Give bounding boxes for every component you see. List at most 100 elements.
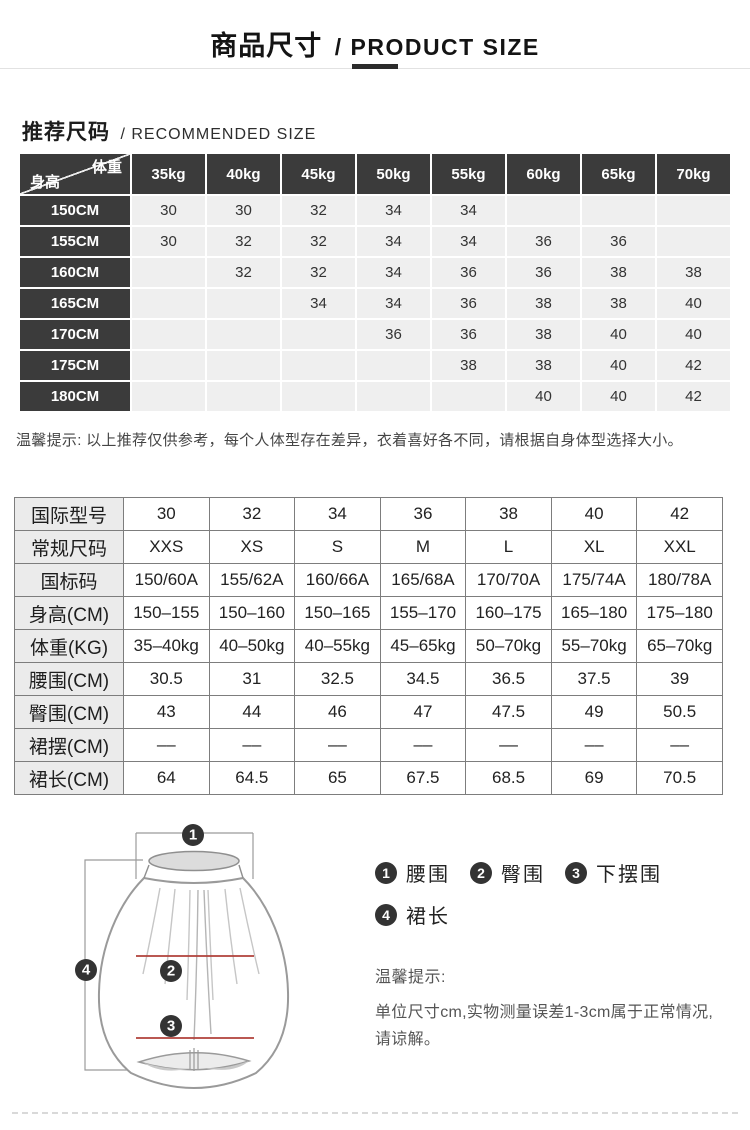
legend-badge-1-icon: 1: [375, 861, 397, 884]
legend-item: 4 裙长: [375, 900, 450, 929]
legend-label: 裙长: [406, 906, 450, 928]
skirt-body: [97, 876, 290, 1089]
size-value-cell: 34: [430, 225, 507, 258]
measurement-value-cell: 34: [294, 497, 381, 531]
legend-item: 2 臀围: [470, 858, 545, 887]
measurement-value-cell: 170/70A: [465, 563, 552, 597]
measurement-value-cell: ––: [550, 728, 638, 762]
measurement-value-cell: 40: [550, 497, 638, 531]
size-value-cell: 30: [130, 194, 207, 227]
measurement-value-cell: 64: [123, 761, 210, 795]
measurement-value-cell: 36.5: [465, 662, 552, 696]
weight-header-cell: 65kg: [580, 152, 657, 196]
legend-label: 下摆围: [596, 864, 662, 886]
measurement-value-cell: 160/66A: [294, 563, 381, 597]
measurement-value-cell: M: [379, 530, 467, 564]
measurement-table-row: 体重(KG) 35–40kg 40–50kg 40–55kg 45–65kg 50–70k…: [14, 629, 723, 663]
measurement-value-cell: 47.5: [465, 695, 552, 729]
weight-header-cell: 60kg: [505, 152, 582, 196]
measurement-value-cell: L: [465, 530, 552, 564]
measurement-table-row: 臀围(CM) 43 44 46 47 47.5 49 50.5: [14, 695, 723, 729]
measurement-row-label: 裙长(CM): [14, 761, 124, 795]
badge-1-number: 1: [189, 827, 197, 844]
measurement-value-cell: XXL: [636, 530, 723, 564]
measurement-value-cell: 150–160: [208, 596, 296, 630]
measurement-value-cell: ––: [208, 728, 296, 762]
badge-4-number: 4: [82, 962, 91, 979]
size-value-cell: 36: [430, 287, 507, 320]
hem-shading: [144, 1061, 249, 1071]
measurement-table-row: 裙长(CM) 64 64.5 65 67.5 68.5 69 70.5: [14, 761, 723, 795]
measurement-value-cell: 32: [208, 497, 296, 531]
measurement-table-row: 常规尺码 XXS XS S M L XL XXL: [14, 530, 723, 564]
measurement-value-cell: 50.5: [636, 695, 723, 729]
size-value-cell: [130, 256, 207, 289]
legend-badge-3-icon: 3: [565, 861, 587, 884]
size-value-cell: 38: [505, 287, 582, 320]
size-value-cell: 32: [205, 225, 282, 258]
legend-item: 1 腰围: [375, 858, 450, 887]
height-label-cell: 180CM: [18, 380, 132, 413]
size-value-cell: 38: [580, 256, 657, 289]
measurement-row-label: 身高(CM): [14, 596, 124, 630]
size-value-cell: 34: [355, 287, 432, 320]
recommended-table-row: 170CM 36 36 38 40 40: [18, 318, 732, 351]
measurement-value-cell: 38: [465, 497, 552, 531]
size-value-cell: [280, 380, 357, 413]
size-value-cell: 40: [505, 380, 582, 413]
measurement-value-cell: 175/74A: [550, 563, 638, 597]
badge-3-icon: 3: [160, 1015, 182, 1037]
recommended-size-heading: 推荐尺码 / RECOMMENDED SIZE: [22, 116, 316, 146]
height-label-cell: 165CM: [18, 287, 132, 320]
measurement-value-cell: 70.5: [636, 761, 723, 795]
measurement-value-cell: 36: [379, 497, 467, 531]
size-value-cell: 34: [430, 194, 507, 227]
size-value-cell: 34: [355, 256, 432, 289]
size-value-cell: 34: [280, 287, 357, 320]
badge-2-icon: 2: [160, 960, 182, 982]
size-value-cell: 38: [505, 318, 582, 351]
measurement-value-cell: 34.5: [379, 662, 467, 696]
size-value-cell: [655, 225, 732, 258]
measurement-row-label: 常规尺码: [14, 530, 124, 564]
size-value-cell: 40: [580, 349, 657, 382]
size-value-cell: [205, 380, 282, 413]
weight-header-cell: 40kg: [205, 152, 282, 196]
recommended-size-table: 体重 身高 35kg 40kg 45kg 50kg 55kg 60kg 65kg 70kg 1…: [18, 152, 732, 413]
measurement-value-cell: 46: [294, 695, 381, 729]
measurement-table-row: 腰围(CM) 30.5 31 32.5 34.5 36.5 37.5 39: [14, 662, 723, 696]
size-value-cell: 38: [655, 256, 732, 289]
weight-header-cell: 45kg: [280, 152, 357, 196]
title-accent-dash: [352, 64, 398, 69]
table-header-row: 体重 身高 35kg 40kg 45kg 50kg 55kg 60kg 65kg 70kg: [18, 152, 732, 196]
weight-header-cell: 35kg: [130, 152, 207, 196]
size-value-cell: 30: [130, 225, 207, 258]
measurement-row-label: 腰围(CM): [14, 662, 124, 696]
size-value-cell: [280, 349, 357, 382]
waistband-top: [148, 850, 240, 872]
size-value-cell: 36: [580, 225, 657, 258]
size-value-cell: 40: [655, 318, 732, 351]
size-value-cell: 40: [580, 318, 657, 351]
measurement-value-cell: 150/60A: [123, 563, 210, 597]
size-value-cell: 30: [205, 194, 282, 227]
size-value-cell: 36: [505, 256, 582, 289]
measurement-value-cell: 155–170: [379, 596, 467, 630]
measurement-value-cell: 43: [123, 695, 210, 729]
measurement-row-label: 裙摆(CM): [14, 728, 124, 762]
legend-badge-2-icon: 2: [470, 861, 492, 884]
size-value-cell: 38: [430, 349, 507, 382]
tips-body: 单位尺寸cm,实物测量误差1-3cm属于正常情况,请谅解。: [375, 1004, 714, 1048]
measurement-value-cell: 44: [208, 695, 296, 729]
recommended-table-row: 165CM 34 34 36 38 38 40: [18, 287, 732, 320]
size-value-cell: 36: [505, 225, 582, 258]
measurement-value-cell: 65: [294, 761, 381, 795]
size-value-cell: 34: [355, 194, 432, 227]
weight-header-cell: 55kg: [430, 152, 507, 196]
measurement-table-row: 裙摆(CM) –– –– –– –– –– –– ––: [14, 728, 723, 762]
measurement-legend: 1 腰围 2 臀围 3 下摆围 4 裙长: [375, 858, 685, 929]
badge-2-number: 2: [167, 963, 175, 980]
measurement-value-cell: 150–155: [123, 596, 210, 630]
tips-title: 温馨提示:: [375, 969, 446, 986]
